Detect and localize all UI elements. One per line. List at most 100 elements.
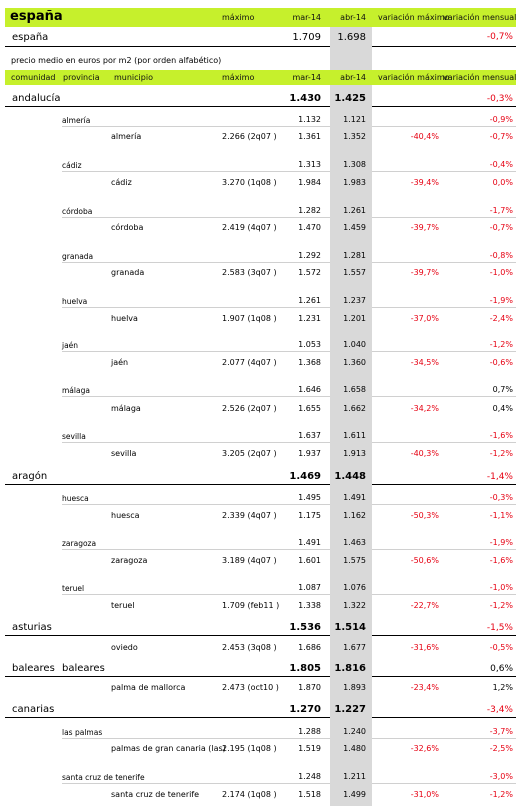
value-var-men: -1,1% — [489, 511, 513, 520]
comunidad-label: andalucía — [12, 93, 61, 104]
top-header-band — [5, 8, 516, 27]
provincia-underline — [62, 396, 330, 397]
value-mar: 1.686 — [298, 643, 321, 652]
value-maximo: 2.266 (2q07 ) — [222, 132, 277, 141]
value-var-men: -0,5% — [489, 643, 513, 652]
value-maximo: 2.583 (3q07 ) — [222, 268, 277, 277]
comunidad-underline — [5, 676, 330, 677]
value-abr: 1.281 — [343, 251, 366, 260]
value-mar: 1.361 — [298, 132, 321, 141]
value-mar: 1.368 — [298, 358, 321, 367]
value-var-men: -1,5% — [486, 623, 513, 633]
municipio-label: palmas de gran canaria (las) — [111, 744, 226, 753]
value-mar: 1.870 — [298, 683, 321, 692]
value-mar: 1.469 — [289, 471, 321, 482]
value-abr: 1.352 — [343, 132, 366, 141]
value-var-men: -1,0% — [489, 268, 513, 277]
value-maximo: 2.077 (4q07 ) — [222, 358, 277, 367]
value-mar: 1.270 — [289, 704, 321, 715]
spain-abr: 1.698 — [337, 32, 366, 43]
value-var-max: -22,7% — [410, 601, 439, 610]
value-var-men: 0,4% — [492, 404, 513, 413]
comunidad-label: baleares — [12, 663, 55, 674]
value-var-max: -40,3% — [410, 449, 439, 458]
value-var-max: -40,4% — [410, 132, 439, 141]
value-mar: 1.572 — [298, 268, 321, 277]
value-abr: 1.816 — [334, 663, 366, 674]
value-abr: 1.360 — [343, 358, 366, 367]
top-header-abr: abr-14 — [340, 13, 366, 22]
municipio-label: oviedo — [111, 643, 138, 652]
municipio-label: jaén — [111, 358, 129, 367]
value-var-men: -0,8% — [489, 251, 513, 260]
spain-label: españa — [12, 32, 49, 43]
value-var-men: -1,4% — [486, 472, 513, 482]
value-abr: 1.227 — [334, 704, 366, 715]
highlight-column — [330, 8, 372, 806]
comunidad-underline-right — [372, 635, 516, 636]
value-var-men: -0,6% — [489, 358, 513, 367]
municipio-label: almería — [111, 132, 142, 141]
value-maximo: 2.526 (2q07 ) — [222, 404, 277, 413]
provincia-underline-right — [372, 217, 516, 218]
value-abr: 1.662 — [343, 404, 366, 413]
provincia-underline — [62, 594, 330, 595]
value-abr: 1.557 — [343, 268, 366, 277]
top-header-mar: mar-14 — [292, 13, 321, 22]
value-mar: 1.338 — [298, 601, 321, 610]
comunidad-underline — [5, 106, 330, 107]
value-var-men: -0,4% — [489, 160, 513, 169]
comunidad-underline-right — [372, 484, 516, 485]
value-mar: 1.536 — [289, 622, 321, 633]
provincia-label: huesca — [62, 494, 89, 503]
value-var-men: -1,9% — [489, 296, 513, 305]
provincia-label: jaén — [62, 341, 79, 350]
value-abr: 1.611 — [343, 431, 366, 440]
provincia-underline-right — [372, 262, 516, 263]
value-var-men: -1,2% — [489, 449, 513, 458]
comunidad-underline — [5, 484, 330, 485]
value-mar: 1.495 — [298, 493, 321, 502]
value-abr: 1.162 — [343, 511, 366, 520]
provincia-label: las palmas — [62, 728, 103, 737]
value-abr: 1.040 — [343, 340, 366, 349]
value-maximo: 2.195 (1q08 ) — [222, 744, 277, 753]
value-abr: 1.983 — [343, 178, 366, 187]
value-abr: 1.121 — [343, 115, 366, 124]
col-header-provincia: provincia — [63, 73, 100, 82]
spain-underline — [5, 46, 330, 47]
provincia-label: málaga — [62, 386, 90, 395]
municipio-label: palma de mallorca — [111, 683, 186, 692]
provincia-label: córdoba — [62, 207, 93, 216]
value-abr: 1.425 — [334, 93, 366, 104]
provincia-underline-right — [372, 126, 516, 127]
spain-var-men: -0,7% — [486, 32, 513, 42]
value-maximo: 1.709 (feb11 ) — [222, 601, 280, 610]
value-abr: 1.658 — [343, 385, 366, 394]
col-header-municipio: municipio — [114, 73, 153, 82]
comunidad-underline — [5, 717, 330, 718]
value-abr: 1.201 — [343, 314, 366, 323]
value-maximo: 2.419 (4q07 ) — [222, 223, 277, 232]
value-var-men: -1,7% — [489, 206, 513, 215]
municipio-label: huesca — [111, 511, 140, 520]
value-mar: 1.491 — [298, 538, 321, 547]
value-abr: 1.237 — [343, 296, 366, 305]
value-var-max: -23,4% — [410, 683, 439, 692]
municipio-label: córdoba — [111, 223, 144, 232]
municipio-label: granada — [111, 268, 145, 277]
value-var-max: -37,0% — [410, 314, 439, 323]
value-var-max: -31,6% — [410, 643, 439, 652]
value-abr: 1.459 — [343, 223, 366, 232]
value-mar: 1.430 — [289, 93, 321, 104]
value-abr: 1.322 — [343, 601, 366, 610]
value-mar: 1.637 — [298, 431, 321, 440]
value-var-men: 0,7% — [492, 385, 513, 394]
value-var-men: -2,4% — [489, 314, 513, 323]
value-abr: 1.893 — [343, 683, 366, 692]
value-var-men: 1,2% — [492, 683, 513, 692]
value-var-men: 0,0% — [492, 178, 513, 187]
provincia-underline — [62, 442, 330, 443]
value-mar: 1.053 — [298, 340, 321, 349]
provincia-underline-right — [372, 549, 516, 550]
